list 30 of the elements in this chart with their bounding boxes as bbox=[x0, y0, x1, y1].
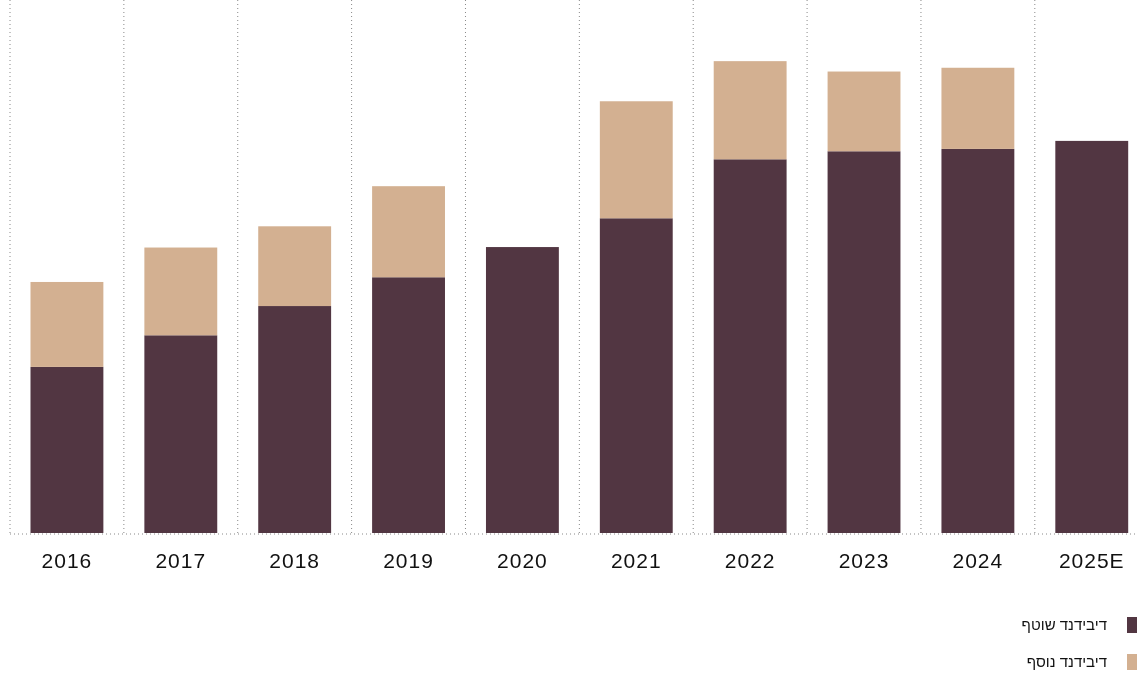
x-tick-label: 2020 bbox=[497, 549, 548, 572]
bar bbox=[372, 186, 445, 278]
x-tick-label: 2025E bbox=[1058, 549, 1125, 572]
x-tick-label: 2017 bbox=[155, 549, 207, 572]
x-tick-label: 2022 bbox=[724, 549, 776, 572]
legend-label: דיבידנד שוטף bbox=[1021, 616, 1107, 633]
bar bbox=[713, 159, 787, 533]
bar bbox=[713, 61, 787, 160]
legend-label: דיבידנד נוסף bbox=[1026, 653, 1107, 670]
x-tick-label: 2018 bbox=[269, 549, 321, 572]
bar bbox=[144, 247, 218, 336]
bar bbox=[599, 218, 673, 533]
bar bbox=[144, 335, 218, 533]
x-tick-label: 2021 bbox=[610, 549, 662, 572]
bar bbox=[827, 71, 901, 152]
bar bbox=[941, 67, 1015, 149]
bar bbox=[372, 277, 445, 533]
bar bbox=[258, 226, 332, 307]
bar bbox=[827, 151, 901, 533]
bar bbox=[30, 366, 104, 533]
x-tick-label: 2016 bbox=[41, 549, 93, 572]
bar bbox=[30, 281, 104, 367]
bar bbox=[599, 101, 673, 219]
bar bbox=[941, 148, 1015, 533]
x-tick-label: 2023 bbox=[838, 549, 890, 572]
x-tick-label: 2019 bbox=[383, 549, 434, 572]
bar bbox=[485, 247, 559, 533]
bar bbox=[1055, 140, 1129, 533]
x-tick-label: 2024 bbox=[952, 549, 1004, 572]
bar bbox=[258, 306, 332, 533]
